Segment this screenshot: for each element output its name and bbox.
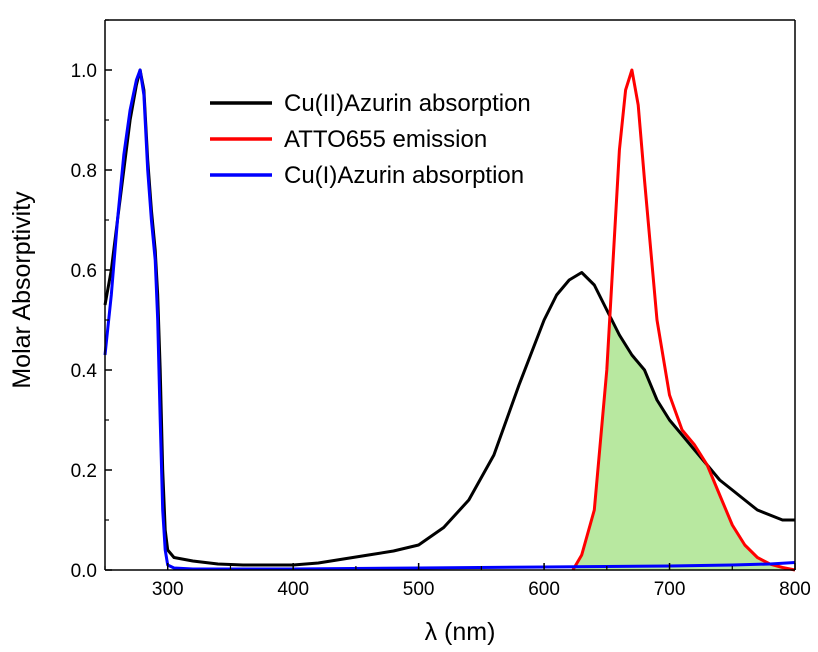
x-tick-label: 300 [152,579,184,600]
legend-label-2: ATTO655 emission [284,126,487,153]
y-tick-label: 0.6 [71,261,97,282]
y-tick-label: 1.0 [71,61,97,82]
y-axis-title: Molar Absorptivity [8,191,36,389]
y-tick-label: 0.8 [71,161,97,182]
y-tick-label: 0.4 [71,361,98,382]
y-tick-label: 0.0 [71,561,97,582]
x-axis-title: λ (nm) [425,618,496,646]
legend: Cu(II)Azurin absorption ATTO655 emission C… [210,90,531,189]
ticks-layer: 300 400 500 600 700 800 0.0 0.2 0.4 0.6 0.8 1.0 [71,19,811,600]
overlap-fill-layer [572,317,795,570]
legend-label-3: Cu(I)Azurin absorption [284,162,524,189]
axes-layer [104,19,796,571]
x-tick-label: 800 [779,579,811,600]
series-line-2 [571,68,796,572]
x-tick-label: 400 [277,579,309,600]
overlap-fill [572,317,795,570]
x-tick-label: 600 [528,579,560,600]
x-tick-label: 500 [403,579,435,600]
y-tick-label: 0.2 [71,461,97,482]
x-tick-label: 700 [654,579,686,600]
legend-label-1: Cu(II)Azurin absorption [284,90,531,117]
